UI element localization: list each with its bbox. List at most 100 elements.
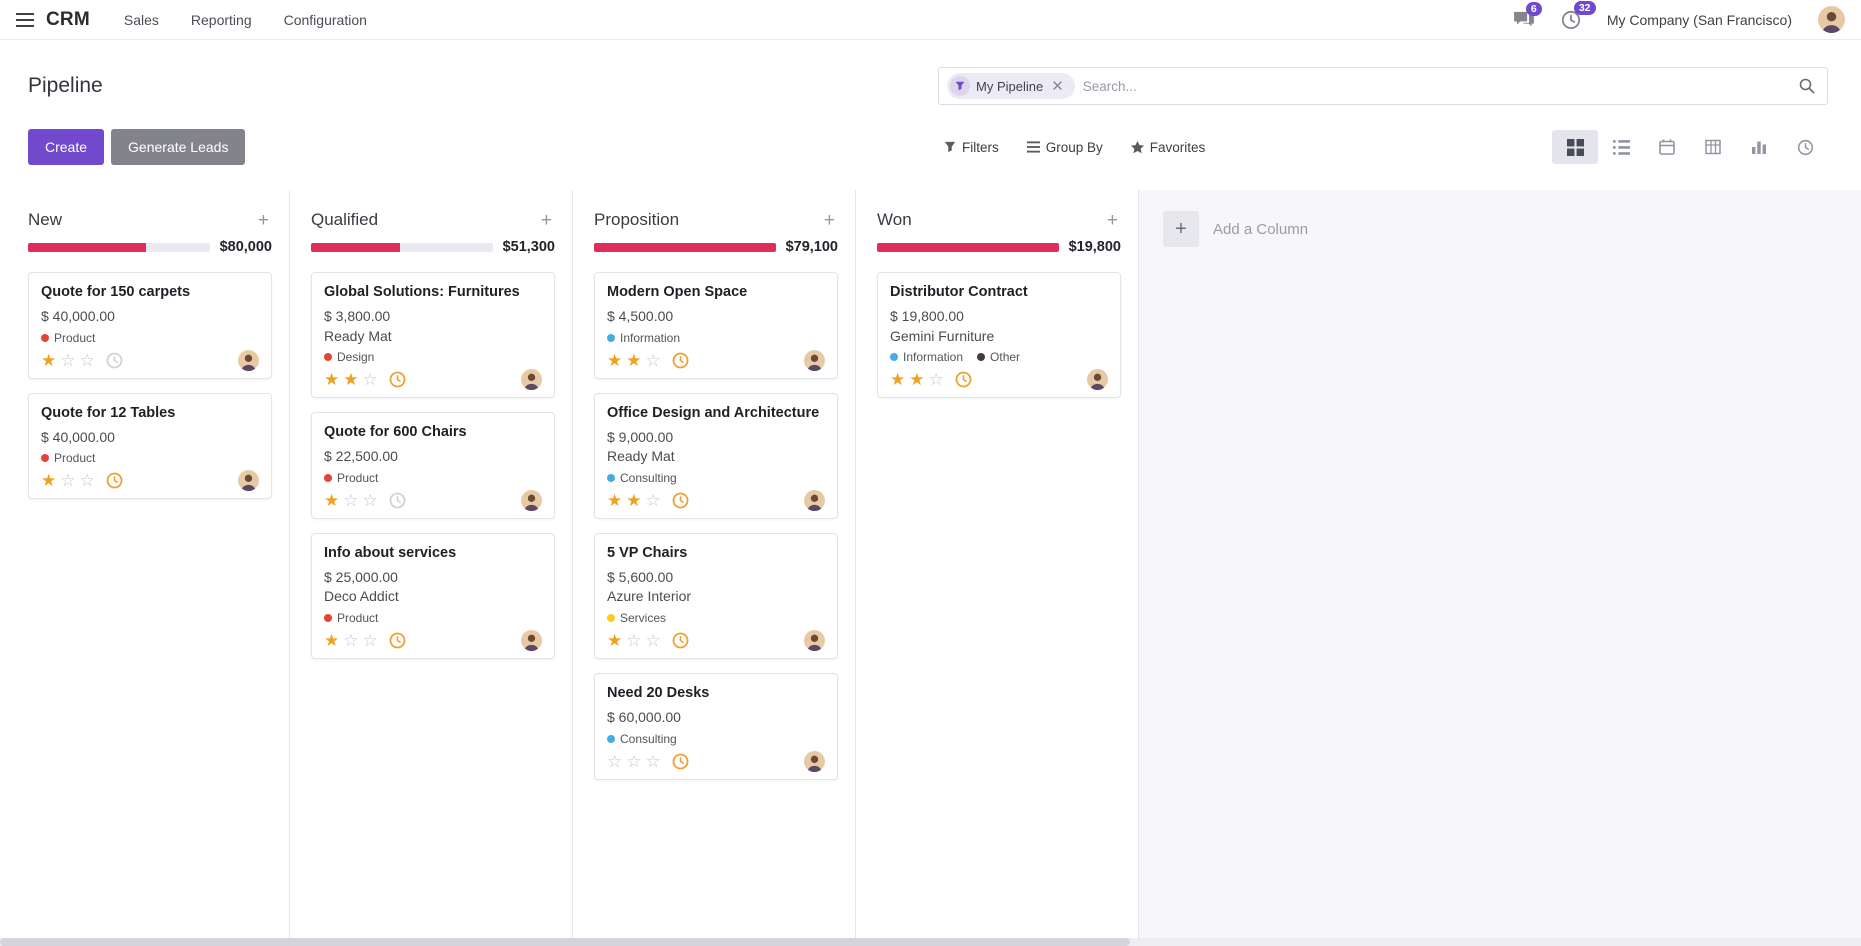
priority-stars[interactable]: ★ ☆ ☆: [324, 490, 378, 510]
activity-clock-icon[interactable]: [955, 371, 972, 388]
salesperson-avatar[interactable]: [804, 489, 825, 511]
activity-view-button[interactable]: [1782, 130, 1828, 164]
kanban-card[interactable]: Quote for 12 Tables $ 40,000.00 Product …: [28, 392, 272, 500]
column-title[interactable]: Proposition: [594, 210, 680, 229]
salesperson-avatar[interactable]: [521, 369, 542, 391]
card-amount: $ 40,000.00: [41, 308, 115, 324]
priority-stars[interactable]: ★ ☆ ☆: [41, 471, 95, 491]
tag-label: Product: [337, 610, 379, 625]
kanban-card[interactable]: Global Solutions: Furnitures $ 3,800.00 …: [311, 272, 555, 399]
filters-menu[interactable]: Filters: [944, 140, 999, 155]
column-progressbar[interactable]: [594, 242, 776, 252]
menu-configuration[interactable]: Configuration: [283, 11, 367, 28]
activity-clock-icon[interactable]: [389, 371, 406, 388]
priority-stars[interactable]: ★ ☆ ☆: [607, 630, 661, 650]
card-title: Office Design and Architecture: [607, 404, 820, 421]
filters-label: Filters: [962, 139, 999, 155]
column-title[interactable]: Won: [877, 210, 912, 229]
salesperson-avatar[interactable]: [804, 349, 825, 371]
column-progressbar[interactable]: [877, 242, 1059, 252]
salesperson-avatar[interactable]: [804, 750, 825, 772]
tag-color-dot: [890, 353, 898, 362]
activity-clock-icon[interactable]: [106, 352, 123, 369]
column-title[interactable]: Qualified: [311, 210, 379, 229]
kanban-view-button[interactable]: [1552, 130, 1598, 164]
quick-add-icon[interactable]: +: [1106, 209, 1118, 231]
salesperson-avatar[interactable]: [1087, 369, 1108, 391]
menu-sales[interactable]: Sales: [123, 11, 159, 28]
remove-facet-icon[interactable]: ✕: [1051, 77, 1064, 95]
salesperson-avatar[interactable]: [521, 489, 542, 511]
kanban-column-new: New + $80,000 Quote for 150 carpets $ 40…: [0, 190, 290, 938]
kanban-card[interactable]: Info about services $ 25,000.00 Deco Add…: [311, 532, 555, 659]
priority-stars[interactable]: ★ ★ ☆: [324, 370, 378, 390]
user-avatar[interactable]: [1818, 6, 1845, 33]
pivot-view-button[interactable]: [1690, 130, 1736, 164]
quick-add-icon[interactable]: +: [540, 209, 552, 231]
activity-clock-icon[interactable]: [389, 632, 406, 649]
priority-stars[interactable]: ★ ☆ ☆: [324, 630, 378, 650]
activity-clock-icon[interactable]: [672, 492, 689, 509]
activities-badge: 32: [1573, 0, 1596, 15]
scrollbar-thumb[interactable]: [0, 938, 1130, 946]
search-facet[interactable]: My Pipeline ✕: [947, 73, 1075, 99]
list-view-button[interactable]: [1598, 130, 1644, 164]
progress-fill: [28, 242, 147, 252]
priority-stars[interactable]: ★ ★ ☆: [607, 490, 661, 510]
card-amount: $ 40,000.00: [41, 428, 115, 445]
priority-stars[interactable]: ★ ☆ ☆: [41, 350, 95, 370]
search-input[interactable]: [1082, 78, 1791, 94]
company-switcher[interactable]: My Company (San Francisco): [1606, 11, 1792, 28]
card-partner: Deco Addict: [324, 588, 399, 605]
column-title[interactable]: New: [28, 210, 63, 229]
apps-menu-icon[interactable]: [16, 12, 34, 27]
add-column-button[interactable]: +: [1163, 211, 1199, 247]
column-progressbar[interactable]: [28, 242, 210, 252]
app-name[interactable]: CRM: [46, 8, 90, 30]
activity-clock-icon[interactable]: [672, 352, 689, 369]
favorites-menu[interactable]: Favorites: [1130, 140, 1205, 155]
kanban-card[interactable]: Quote for 150 carpets $ 40,000.00 Produc…: [28, 272, 272, 379]
kanban-card[interactable]: 5 VP Chairs $ 5,600.00 Azure Interior Se…: [594, 532, 838, 659]
page-title: Pipeline: [28, 74, 103, 97]
group-by-label: Group By: [1045, 139, 1103, 155]
quick-add-icon[interactable]: +: [823, 209, 835, 231]
activity-clock-icon[interactable]: [672, 753, 689, 770]
view-switcher: [1552, 130, 1828, 164]
activity-clock-icon[interactable]: [389, 492, 406, 509]
priority-stars[interactable]: ★ ★ ☆: [890, 370, 944, 390]
kanban-column-won: Won + $19,800 Distributor Contract $ 19,…: [856, 190, 1139, 938]
create-button[interactable]: Create: [28, 129, 105, 165]
quick-add-icon[interactable]: +: [257, 209, 269, 231]
tag-label: Consulting: [620, 470, 677, 485]
priority-stars[interactable]: ☆ ☆ ☆: [607, 751, 661, 771]
horizontal-scrollbar[interactable]: [0, 938, 1861, 946]
salesperson-avatar[interactable]: [238, 470, 259, 492]
kanban-board: New + $80,000 Quote for 150 carpets $ 40…: [0, 190, 1861, 938]
generate-leads-button[interactable]: Generate Leads: [111, 129, 246, 165]
priority-stars[interactable]: ★ ★ ☆: [607, 350, 661, 370]
card-tag: Product: [41, 331, 95, 345]
tag-label: Design: [337, 350, 375, 365]
activity-clock-icon[interactable]: [672, 632, 689, 649]
messages-icon[interactable]: 6: [1513, 1, 1542, 29]
kanban-card[interactable]: Office Design and Architecture $ 9,000.0…: [594, 392, 838, 519]
kanban-card[interactable]: Quote for 600 Chairs $ 22,500.00 Product…: [311, 412, 555, 519]
calendar-view-button[interactable]: [1644, 130, 1690, 164]
kanban-card[interactable]: Modern Open Space $ 4,500.00 Information…: [594, 272, 838, 379]
column-progressbar[interactable]: [311, 242, 493, 252]
kanban-card[interactable]: Need 20 Desks $ 60,000.00 Consulting ☆ ☆ ☆: [594, 672, 838, 780]
kanban-card[interactable]: Distributor Contract $ 19,800.00 Gemini …: [877, 272, 1121, 399]
salesperson-avatar[interactable]: [804, 629, 825, 651]
activities-icon[interactable]: 32: [1561, 0, 1596, 30]
salesperson-avatar[interactable]: [521, 629, 542, 651]
group-by-menu[interactable]: Group By: [1026, 139, 1103, 155]
card-tag: Product: [324, 471, 378, 485]
card-tag: Consulting: [607, 732, 677, 746]
menu-reporting[interactable]: Reporting: [190, 11, 252, 28]
card-tag: Consulting: [607, 471, 677, 485]
graph-view-button[interactable]: [1736, 130, 1782, 164]
activity-clock-icon[interactable]: [106, 472, 123, 489]
salesperson-avatar[interactable]: [238, 349, 259, 371]
search-icon[interactable]: [1799, 78, 1815, 94]
